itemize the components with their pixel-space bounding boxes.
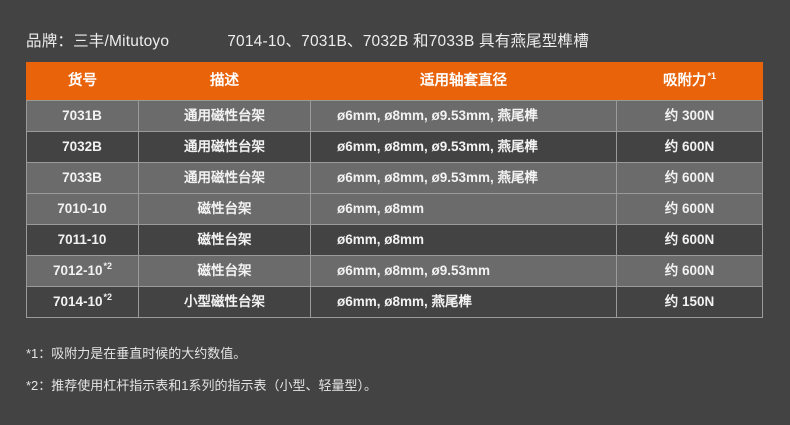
table-row: 7032B 通用磁性台架 ø6mm, ø8mm, ø9.53mm, 燕尾榫 约 …	[26, 131, 763, 163]
part-no-value: 7031B	[62, 107, 102, 123]
cell-description: 小型磁性台架	[138, 286, 311, 318]
cell-description: 磁性台架	[138, 255, 311, 287]
table-header-row: 货号 描述 适用轴套直径 吸附力*1	[26, 62, 763, 101]
cell-holding-force: 约 600N	[616, 255, 763, 287]
cell-part-no: 7012-10*2	[26, 255, 139, 287]
cell-part-no: 7011-10	[26, 224, 139, 256]
cell-holding-force: 约 600N	[616, 193, 763, 225]
part-no-value: 7012-10	[52, 262, 103, 278]
footnote-marker: *2	[103, 261, 113, 272]
cell-description: 通用磁性台架	[138, 131, 311, 163]
footnote-marker: *2	[103, 292, 113, 303]
brand-label: 品牌：三丰/Mitutoyo	[26, 33, 170, 50]
specification-table: 货号 描述 适用轴套直径 吸附力*1 7031B 通用磁性台架 ø6mm, ø8…	[26, 62, 763, 318]
part-no-value: 7011-10	[57, 231, 107, 247]
table-row: 7010-10 磁性台架 ø6mm, ø8mm 约 600N	[26, 193, 763, 225]
cell-holding-force: 约 300N	[616, 100, 763, 132]
cell-diameter: ø6mm, ø8mm	[310, 193, 617, 225]
column-header-label: 货号	[68, 72, 97, 89]
footnote-2: *2：推荐使用杠杆指示表和1系列的指示表（小型、轻量型）。	[26, 377, 378, 393]
cell-diameter: ø6mm, ø8mm, ø9.53mm, 燕尾榫	[310, 131, 617, 163]
table-row: 7011-10 磁性台架 ø6mm, ø8mm 约 600N	[26, 224, 763, 256]
table-header: 货号 描述 适用轴套直径 吸附力*1	[26, 62, 763, 101]
column-header-holding-force: 吸附力*1	[616, 62, 763, 101]
part-no-value: 7010-10	[57, 200, 107, 216]
footnote-marker: *1	[707, 70, 716, 81]
title-row: 品牌：三丰/Mitutoyo 7014-10、7031B、7032B 和7033…	[26, 29, 589, 51]
column-header-label: 描述	[210, 72, 239, 89]
cell-description: 磁性台架	[138, 224, 311, 256]
column-header-part-no: 货号	[26, 62, 139, 101]
part-no-value: 7032B	[62, 138, 102, 154]
cell-diameter: ø6mm, ø8mm, ø9.53mm, 燕尾榫	[310, 100, 617, 132]
table-row: 7014-10*2 小型磁性台架 ø6mm, ø8mm, 燕尾榫 约 150N	[26, 286, 763, 318]
table-body: 7031B 通用磁性台架 ø6mm, ø8mm, ø9.53mm, 燕尾榫 约 …	[26, 100, 763, 318]
column-header-label: 吸附力	[662, 72, 707, 89]
cell-diameter: ø6mm, ø8mm, 燕尾榫	[310, 286, 617, 318]
column-header-diameter: 适用轴套直径	[310, 62, 617, 101]
cell-description: 通用磁性台架	[138, 162, 311, 194]
table-row: 7031B 通用磁性台架 ø6mm, ø8mm, ø9.53mm, 燕尾榫 约 …	[26, 100, 763, 132]
cell-holding-force: 约 150N	[616, 286, 763, 318]
cell-diameter: ø6mm, ø8mm	[310, 224, 617, 256]
cell-diameter: ø6mm, ø8mm, ø9.53mm, 燕尾榫	[310, 162, 617, 194]
cell-part-no: 7031B	[26, 100, 139, 132]
table-row: 7012-10*2 磁性台架 ø6mm, ø8mm, ø9.53mm 约 600…	[26, 255, 763, 287]
column-header-description: 描述	[138, 62, 311, 101]
cell-holding-force: 约 600N	[616, 224, 763, 256]
cell-holding-force: 约 600N	[616, 131, 763, 163]
part-no-value: 7014-10	[52, 293, 103, 309]
cell-description: 磁性台架	[138, 193, 311, 225]
cell-part-no: 7032B	[26, 131, 139, 163]
cell-diameter: ø6mm, ø8mm, ø9.53mm	[310, 255, 617, 287]
column-header-label: 适用轴套直径	[420, 72, 507, 89]
model-note: 7014-10、7031B、7032B 和7033B 具有燕尾型榫槽	[227, 33, 589, 50]
cell-part-no: 7010-10	[26, 193, 139, 225]
part-no-value: 7033B	[62, 169, 102, 185]
cell-part-no: 7033B	[26, 162, 139, 194]
cell-description: 通用磁性台架	[138, 100, 311, 132]
footnotes: *1：吸附力是在垂直时候的大约数值。 *2：推荐使用杠杆指示表和1系列的指示表（…	[26, 344, 766, 407]
cell-part-no: 7014-10*2	[26, 286, 139, 318]
table-row: 7033B 通用磁性台架 ø6mm, ø8mm, ø9.53mm, 燕尾榫 约 …	[26, 162, 763, 194]
cell-holding-force: 约 600N	[616, 162, 763, 194]
footnote-1: *1：吸附力是在垂直时候的大约数值。	[26, 346, 247, 361]
